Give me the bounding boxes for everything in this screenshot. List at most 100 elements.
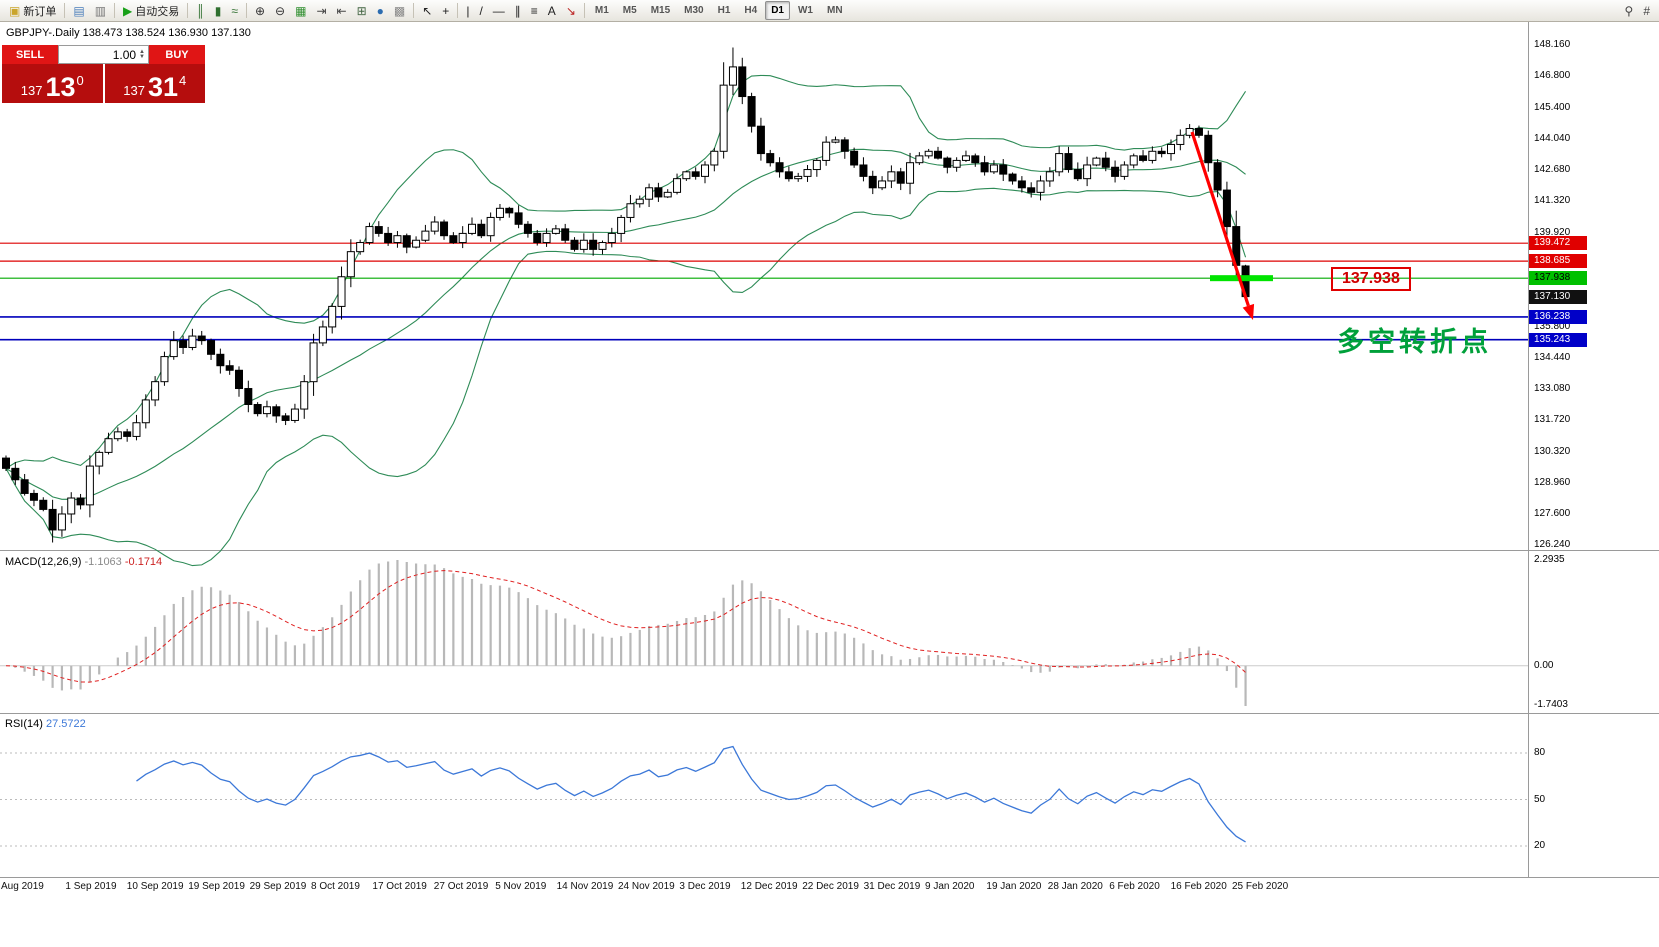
buy-price-main: 31 — [147, 71, 178, 102]
bar-chart-type-icon[interactable]: ║ — [191, 0, 210, 21]
price-axis-label: 142.680 — [1534, 164, 1571, 175]
price-axis-label: 135.800 — [1534, 320, 1571, 332]
timeframe-m5[interactable]: M5 — [622, 5, 637, 16]
date-label[interactable]: 24 Nov 2019 — [618, 881, 675, 892]
zoom-out-icon: ⊖ — [275, 3, 286, 18]
sell-price-display[interactable]: 137 13 0 — [2, 64, 103, 103]
date-label[interactable]: 1 Sep 2019 — [65, 881, 117, 892]
timeframe-w1[interactable]: W1 — [797, 5, 813, 16]
quick-search-icon: # — [1643, 3, 1650, 18]
sell-price-prefix: 137 — [20, 83, 43, 99]
date-label[interactable]: 31 Dec 2019 — [863, 881, 921, 892]
macd-name: MACD(12,26,9) — [5, 556, 82, 568]
quick-search-icon[interactable]: # — [1638, 0, 1655, 21]
timeframe-d1[interactable]: D1 — [765, 1, 790, 20]
channel-tool-icon[interactable]: ∥ — [510, 0, 526, 21]
zoom-in-icon[interactable]: ⊕ — [250, 0, 270, 21]
date-label[interactable]: 6 Feb 2020 — [1109, 881, 1160, 892]
date-label[interactable]: 16 Feb 2020 — [1170, 881, 1227, 892]
one-click-trading-panel: SELL 1.00 ▲ ▼ BUY 137 13 0 137 31 4 — [2, 45, 205, 103]
horizontal-levels — [0, 242, 1528, 341]
price-axis-label: 126.240 — [1534, 539, 1571, 550]
new-order-button[interactable]: ▣ 新订单 — [4, 0, 61, 21]
new-chart-icon: ⊞ — [356, 3, 367, 18]
toolbar-separator — [187, 3, 189, 18]
date-label[interactable]: 19 Sep 2019 — [188, 881, 245, 892]
snapshot-icon[interactable]: ▩ — [389, 0, 410, 21]
price-axis-label: 127.600 — [1534, 507, 1571, 519]
toolbar-separator — [457, 3, 459, 18]
terminal-icon[interactable]: ▥ — [90, 0, 111, 21]
toolbar-separator — [245, 3, 247, 18]
date-label[interactable]: 27 Oct 2019 — [433, 881, 489, 892]
price-tag: 137.938 — [1529, 271, 1587, 286]
macd-axis-label: -1.7403 — [1534, 699, 1568, 710]
candles-layer — [2, 47, 1250, 543]
price-tag: 137.130 — [1529, 289, 1587, 304]
volume-value: 1.00 — [112, 47, 137, 62]
rsi-panel — [0, 745, 1528, 847]
date-label[interactable]: 19 Jan 2020 — [986, 881, 1042, 892]
sell-button[interactable]: SELL — [2, 45, 58, 64]
market-watch-icon[interactable]: ▤ — [68, 0, 89, 21]
new-chart-icon[interactable]: ⊞ — [352, 0, 372, 21]
date-label[interactable]: 8 Oct 2019 — [311, 881, 360, 892]
tile-windows-icon[interactable]: ▦ — [290, 0, 311, 21]
search-icon[interactable]: ⚲ — [1620, 0, 1639, 21]
crosshair-tool-icon[interactable]: + — [437, 0, 454, 21]
buy-button[interactable]: BUY — [149, 45, 205, 64]
cursor-tool-icon[interactable]: ↖ — [417, 0, 437, 21]
horizontal-line-tool-icon[interactable]: — — [488, 0, 510, 21]
vertical-line-tool-icon[interactable]: | — [461, 0, 474, 21]
timeframe-m30[interactable]: M30 — [684, 5, 704, 16]
chart-shift-icon[interactable]: ⇤ — [332, 0, 352, 21]
buy-price-display[interactable]: 137 31 4 — [104, 64, 205, 103]
timeframe-m1[interactable]: M1 — [594, 5, 609, 16]
price-axis-label: 128.960 — [1534, 476, 1571, 488]
candlestick-type-icon: ▮ — [214, 3, 222, 18]
rsi-axis-label: 20 — [1534, 840, 1546, 851]
date-label[interactable]: 5 Nov 2019 — [495, 881, 547, 892]
toolbar-separator — [413, 3, 415, 18]
date-label[interactable]: 25 Feb 2020 — [1232, 881, 1289, 892]
period-selector-icon[interactable]: ● — [372, 0, 389, 21]
date-label[interactable]: 17 Oct 2019 — [372, 881, 427, 892]
price-axis-label: 146.800 — [1534, 70, 1571, 82]
candlestick-type-icon[interactable]: ▮ — [210, 0, 227, 21]
rsi-indicator-label: RSI(14) 27.5722 — [5, 718, 86, 730]
volume-increase-icon[interactable]: ▲ — [139, 48, 145, 55]
date-label[interactable]: 10 Sep 2019 — [126, 881, 184, 892]
turning-point-annotation[interactable]: 多空转折点 — [1337, 327, 1492, 357]
auto-scroll-icon[interactable]: ⇥ — [311, 0, 331, 21]
rsi-value: 27.5722 — [45, 718, 86, 730]
timeframe-h1[interactable]: H1 — [717, 5, 731, 16]
arrows-tool-icon[interactable]: ↘ — [561, 0, 581, 21]
date-label[interactable]: 14 Nov 2019 — [556, 881, 614, 892]
date-label[interactable]: 22 Dec 2019 — [802, 881, 859, 892]
toolbar-separator — [114, 3, 116, 18]
volume-decrease-icon[interactable]: ▼ — [139, 53, 145, 60]
fibonacci-tool-icon[interactable]: ≡ — [526, 0, 543, 21]
text-tool-icon[interactable]: A — [543, 0, 561, 21]
trendline-tool-icon[interactable]: / — [474, 0, 487, 21]
sell-price-pip: 0 — [76, 73, 84, 88]
timeframe-h4[interactable]: H4 — [744, 5, 758, 16]
date-label[interactable]: 9 Jan 2020 — [925, 881, 975, 892]
volume-input[interactable]: 1.00 ▲ ▼ — [58, 45, 149, 64]
date-label[interactable]: Aug 2019 — [1, 881, 44, 892]
date-label[interactable]: 28 Jan 2020 — [1047, 881, 1103, 892]
channel-tool-icon: ∥ — [514, 3, 521, 18]
auto-trading-button[interactable]: ▶ 自动交易 — [118, 0, 184, 21]
macd-main-value: -1.1063 — [84, 556, 122, 568]
line-chart-type-icon[interactable]: ≈ — [226, 0, 243, 21]
timeframe-mn[interactable]: MN — [826, 5, 843, 16]
timeframe-m15[interactable]: M15 — [650, 5, 671, 16]
date-label[interactable]: 3 Dec 2019 — [679, 881, 731, 892]
zoom-out-icon[interactable]: ⊖ — [270, 0, 290, 21]
date-label[interactable]: 12 Dec 2019 — [740, 881, 798, 892]
fibonacci-tool-icon: ≡ — [530, 3, 538, 18]
date-label[interactable]: 29 Sep 2019 — [249, 881, 307, 892]
price-annotation-box[interactable]: 137.938 — [1331, 267, 1411, 291]
buy-price-pip: 4 — [179, 73, 187, 88]
